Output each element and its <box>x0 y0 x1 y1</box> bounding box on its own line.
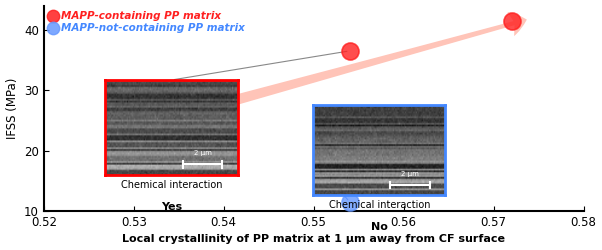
Text: No: No <box>371 222 388 232</box>
Text: 2 μm: 2 μm <box>194 150 211 156</box>
Point <box>120 128 129 132</box>
Text: Yes: Yes <box>161 202 182 212</box>
Point <box>345 200 355 204</box>
X-axis label: Local crystallinity of PP matrix at 1 μm away from CF surface: Local crystallinity of PP matrix at 1 μm… <box>122 234 505 244</box>
Text: Chemical interaction: Chemical interaction <box>121 180 222 190</box>
Point <box>345 49 355 53</box>
Point <box>507 19 517 23</box>
Text: 2 μm: 2 μm <box>402 171 419 177</box>
Text: Chemical interaction: Chemical interaction <box>329 200 430 210</box>
Y-axis label: IFSS (MPa): IFSS (MPa) <box>5 78 19 139</box>
Legend: MAPP-containing PP matrix, MAPP-not-containing PP matrix: MAPP-containing PP matrix, MAPP-not-cont… <box>49 11 244 33</box>
